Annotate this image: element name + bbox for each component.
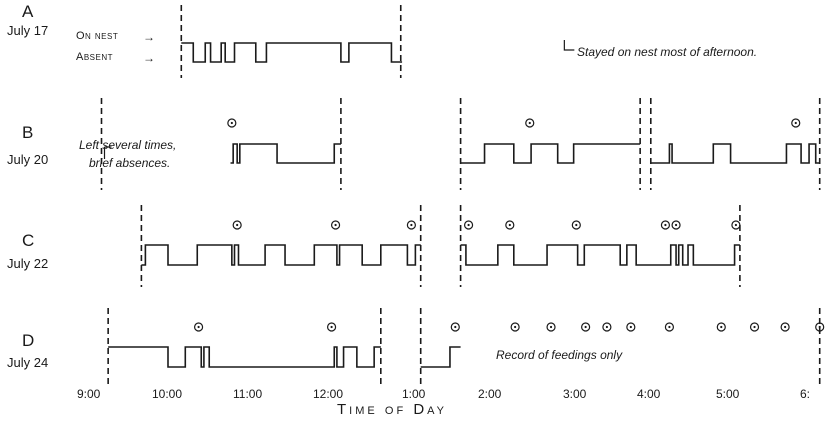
note-feedings-only: Record of feedings only [496,348,623,362]
feeding-marker-dot [794,121,797,125]
feeding-marker-dot [629,325,632,329]
feeding-marker [406,220,416,230]
x-tick-label: 9:00 [77,387,101,401]
feeding-marker [505,220,515,230]
key-on-nest-arrow: → [143,30,155,44]
feeding-marker [780,322,790,332]
feeding-marker-dot [410,223,413,227]
feeding-marker-dot [720,325,723,329]
feeding-marker [193,322,204,332]
x-tick-label: 6: [800,387,811,401]
feeding-marker [626,322,636,332]
feeding-marker-dot [584,325,587,329]
feeding-marker-dot [197,325,200,329]
feeding-marker-dot [528,121,531,125]
x-tick-label: 5:00 [716,387,740,401]
feeding-marker [232,220,242,230]
attendance-trace [230,143,341,164]
feeding-marker [571,220,581,230]
feeding-marker-dot [236,223,239,227]
feeding-marker [510,322,520,332]
feeding-marker-dot [753,325,756,329]
attendance-trace [460,143,641,164]
feeding-marker-dot [467,223,470,227]
feeding-marker-dot [330,325,333,329]
feeding-marker [749,322,760,332]
row-b-date: July 20 [7,152,49,167]
feeding-marker [463,220,474,230]
feeding-marker [330,220,341,230]
feeding-marker-dot [514,325,517,329]
note-stayed-on-nest: Stayed on nest most of afternoon. [577,45,758,59]
attendance-trace [420,346,461,368]
x-tick-label: 11:00 [233,387,263,401]
x-tick-label: 1:00 [402,387,426,401]
feeding-marker-dot [664,223,667,227]
x-tick-label: 4:00 [637,387,661,401]
attendance-trace [650,143,820,164]
feeding-marker-dot [818,325,821,329]
feeding-marker [227,118,237,128]
feeding-marker-dot [575,223,578,227]
attendance-trace [460,244,740,266]
feeding-marker-dot [668,325,671,329]
row-c-letter: C [22,231,35,250]
row-a-date: July 17 [7,23,49,38]
feeding-marker-dot [508,223,511,227]
feeding-marker [671,220,681,230]
feeding-marker [791,118,801,128]
feeding-marker-dot [454,325,457,329]
key-absent: Absent [76,51,114,63]
feeding-marker [815,322,825,332]
x-tick-label: 10:00 [152,387,183,401]
note-left-several-times-2: brief absences. [89,156,171,170]
feeding-marker [664,322,675,332]
key-absent-arrow: → [143,51,155,65]
feeding-marker [326,322,337,332]
row-b-letter: B [22,123,34,142]
x-tick-label: 3:00 [563,387,587,401]
feeding-marker-dot [230,121,233,125]
attendance-trace [141,244,421,266]
note-leader [103,146,112,159]
x-axis-title: Time of Day [337,401,448,418]
feeding-marker [525,118,535,128]
feeding-marker-dot [334,223,337,227]
note-left-several-times-1: Left several times, [79,138,177,152]
row-c-date: July 22 [7,256,49,271]
feeding-marker [716,322,726,332]
note-leader [563,40,575,51]
x-tick-label: 12:00 [313,387,344,401]
row-d-date: July 24 [7,355,49,370]
key-on-nest: On nest [76,30,119,42]
attendance-trace [108,346,381,368]
feeding-marker-dot [549,325,553,329]
feeding-marker [450,322,460,332]
row-a-letter: A [22,2,34,21]
feeding-marker [660,220,671,230]
row-d-letter: D [22,331,35,350]
feeding-marker-dot [605,325,609,329]
feeding-marker-dot [674,223,678,227]
feeding-marker-dot [784,325,787,329]
feeding-marker [731,220,741,230]
feeding-marker [602,322,612,332]
attendance-trace [181,42,403,63]
x-tick-label: 2:00 [478,387,502,401]
feeding-marker [581,322,591,332]
feeding-marker [546,322,556,332]
feeding-marker-dot [734,223,738,227]
